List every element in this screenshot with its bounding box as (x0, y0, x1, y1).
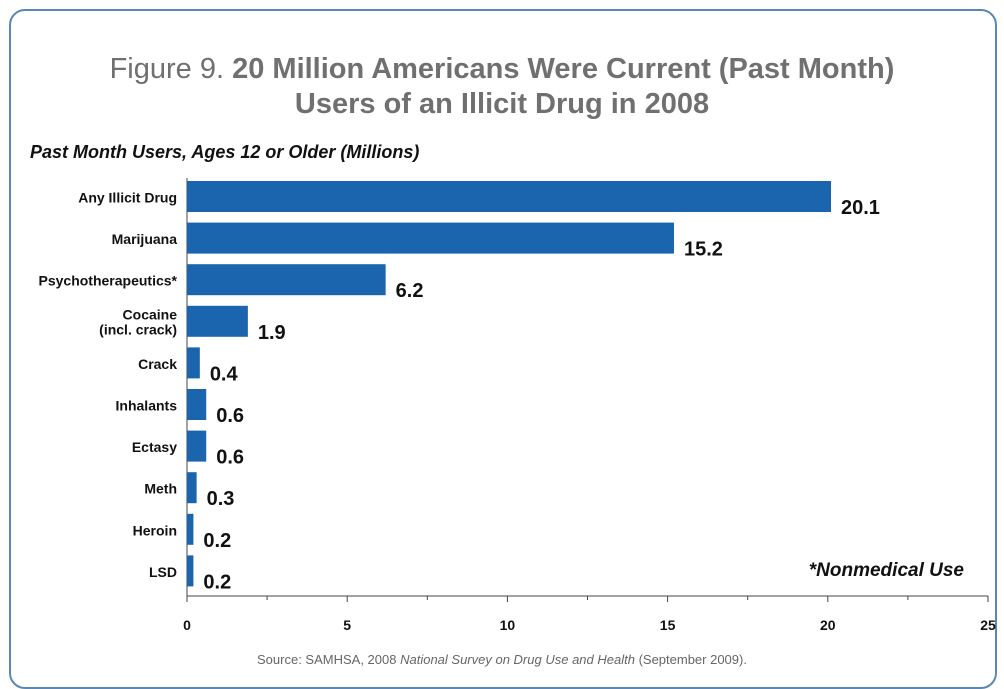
source-note: Source: SAMHSA, 2008 National Survey on … (0, 652, 1004, 667)
value-label: 1.9 (258, 322, 286, 344)
category-label: Any Illicit Drug (78, 190, 177, 206)
value-label: 0.2 (203, 530, 231, 552)
bar (187, 222, 675, 254)
category-label: LSD (149, 564, 177, 580)
source-title: National Survey on Drug Use and Health (400, 652, 635, 667)
category-label: Crack (138, 356, 177, 372)
bar (187, 264, 386, 296)
category-label: Psychotherapeutics* (39, 273, 178, 289)
category-label: Ectasy (132, 439, 177, 455)
x-tick-label: 0 (183, 617, 191, 633)
category-label: Heroin (133, 522, 177, 538)
footnote: *Nonmedical Use (808, 560, 964, 581)
chart-title: Figure 9. 20 Million Americans Were Curr… (0, 52, 1004, 122)
bar (187, 555, 194, 587)
value-label: 0.6 (216, 405, 244, 427)
bar (187, 513, 194, 545)
bar (187, 181, 832, 212)
category-label: Marijuana (112, 231, 178, 247)
value-label: 0.2 (203, 571, 231, 593)
bar (187, 472, 197, 504)
source-prefix: Source: SAMHSA, 2008 (257, 652, 401, 667)
figure-number: Figure 9. (109, 53, 233, 85)
bar-chart: 0 5 10 15 20 25 Any Illicit Drug 20.1 Marijuana 1… (39, 178, 996, 633)
category-label: Inhalants (116, 398, 178, 414)
chart-subtitle: Past Month Users, Ages 12 or Older (Mill… (30, 142, 420, 162)
value-label: 0.3 (207, 488, 235, 510)
x-tick-label: 10 (500, 617, 516, 633)
value-label: 0.6 (216, 447, 244, 469)
x-tick-label: 15 (660, 617, 676, 633)
bar (187, 389, 207, 420)
value-label: 15.2 (684, 239, 723, 261)
x-tick-label: 20 (820, 617, 836, 633)
bar (187, 305, 248, 337)
value-label: 0.4 (210, 363, 239, 385)
category-label-line: (incl. crack) (99, 321, 177, 337)
chart-frame (9, 9, 997, 689)
value-label: 6.2 (396, 280, 424, 302)
source-suffix: (September 2009). (634, 652, 747, 667)
category-label: Meth (144, 481, 177, 497)
bar (187, 347, 200, 379)
x-tick-label: 25 (980, 617, 996, 633)
value-label: 20.1 (841, 197, 880, 219)
title-line-2: Users of an Illicit Drug in 2008 (294, 88, 710, 120)
x-tick-label: 5 (343, 617, 351, 633)
category-label: Cocaine (incl. crack) (99, 306, 177, 337)
bar (187, 430, 207, 462)
title-line-1: 20 Million Americans Were Current (Past … (232, 53, 895, 85)
category-label-line: Cocaine (123, 306, 178, 322)
